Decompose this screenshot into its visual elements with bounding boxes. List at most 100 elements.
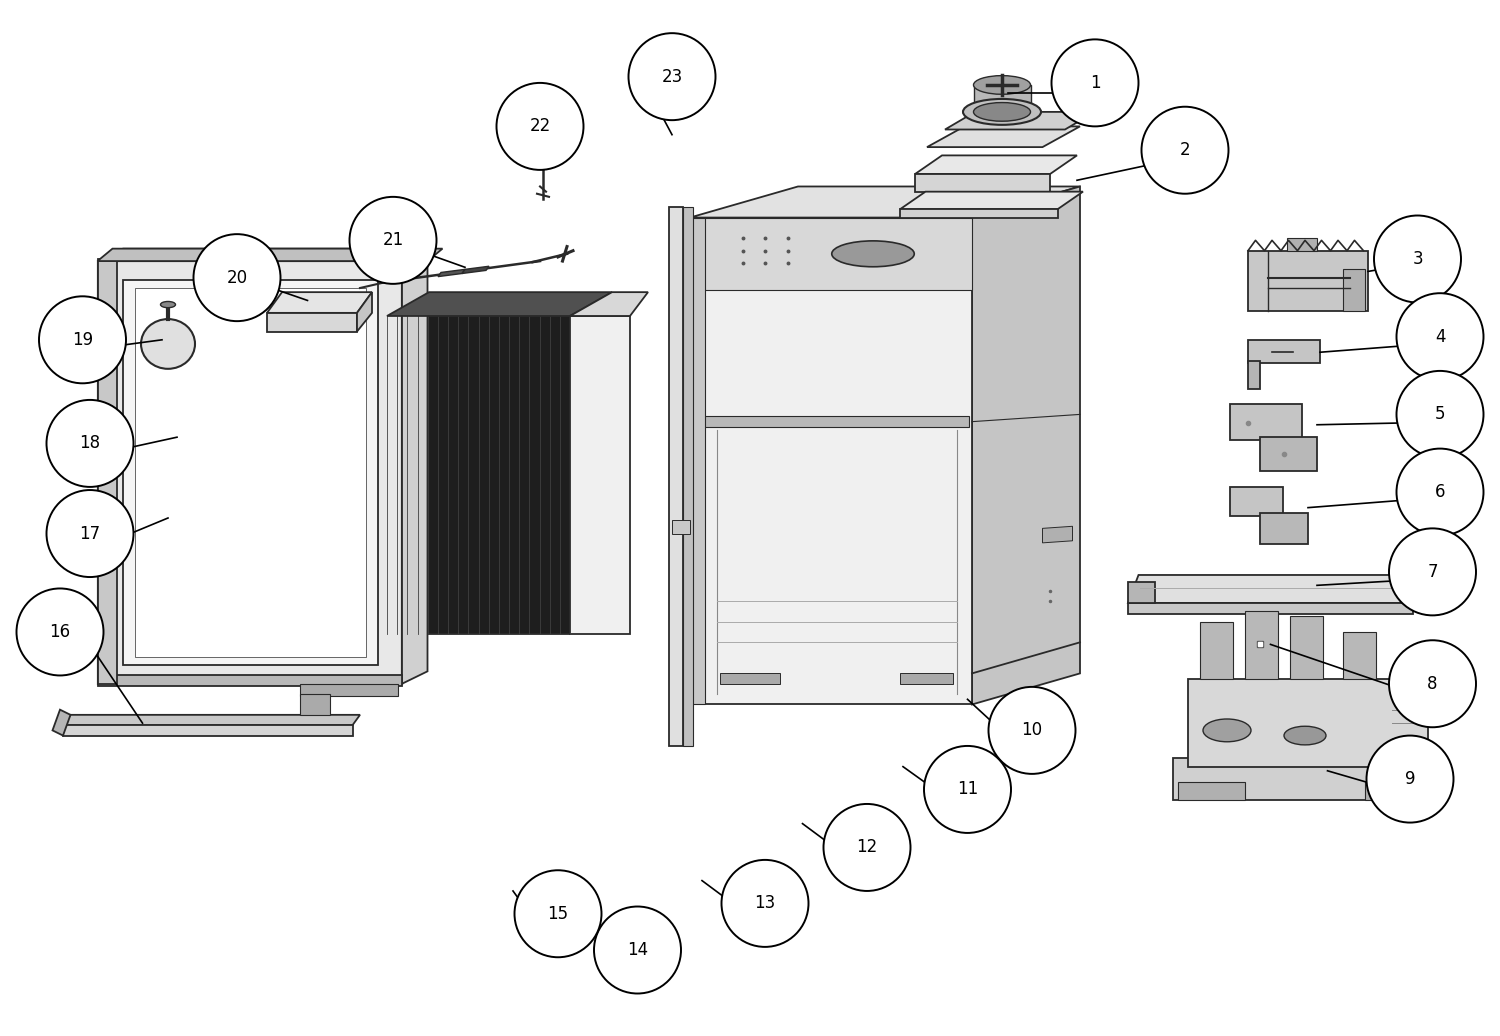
Polygon shape <box>570 292 648 316</box>
Polygon shape <box>267 313 357 332</box>
Polygon shape <box>1287 238 1317 251</box>
Ellipse shape <box>1142 107 1228 194</box>
Polygon shape <box>570 316 630 634</box>
Polygon shape <box>267 292 372 313</box>
Polygon shape <box>1173 758 1437 800</box>
Text: 16: 16 <box>50 623 70 641</box>
Text: 15: 15 <box>548 904 568 923</box>
Polygon shape <box>98 249 427 261</box>
Polygon shape <box>387 292 612 316</box>
Text: 1: 1 <box>1089 74 1101 92</box>
Polygon shape <box>974 85 1030 114</box>
Ellipse shape <box>194 234 280 321</box>
Polygon shape <box>690 218 705 704</box>
Polygon shape <box>462 266 489 274</box>
Polygon shape <box>915 155 1077 174</box>
Polygon shape <box>300 694 330 715</box>
Polygon shape <box>63 715 360 725</box>
Text: 23: 23 <box>662 67 682 86</box>
Text: 11: 11 <box>957 780 978 799</box>
Text: 12: 12 <box>856 838 877 857</box>
Text: 18: 18 <box>80 434 100 453</box>
Ellipse shape <box>963 98 1041 125</box>
Polygon shape <box>1128 575 1413 603</box>
Polygon shape <box>1290 616 1323 679</box>
Ellipse shape <box>924 746 1011 833</box>
Polygon shape <box>98 261 402 684</box>
Polygon shape <box>900 192 1083 209</box>
Ellipse shape <box>988 687 1076 774</box>
Ellipse shape <box>1366 736 1454 823</box>
Polygon shape <box>63 725 352 736</box>
Polygon shape <box>1042 526 1072 543</box>
Text: 8: 8 <box>1428 674 1437 693</box>
Polygon shape <box>1200 622 1233 679</box>
Ellipse shape <box>628 33 716 120</box>
Polygon shape <box>900 673 952 684</box>
Ellipse shape <box>160 301 176 308</box>
Text: 5: 5 <box>1434 405 1446 424</box>
Polygon shape <box>720 673 780 684</box>
Polygon shape <box>682 207 693 746</box>
Ellipse shape <box>1374 215 1461 303</box>
Polygon shape <box>945 112 1095 130</box>
Ellipse shape <box>1389 528 1476 615</box>
Polygon shape <box>672 520 690 534</box>
Polygon shape <box>1230 487 1282 516</box>
Ellipse shape <box>46 400 134 487</box>
Text: 7: 7 <box>1428 563 1437 581</box>
Polygon shape <box>98 249 442 261</box>
Polygon shape <box>300 684 398 696</box>
Ellipse shape <box>594 906 681 994</box>
Ellipse shape <box>1396 293 1484 380</box>
Text: 19: 19 <box>72 330 93 349</box>
Ellipse shape <box>39 296 126 383</box>
Polygon shape <box>357 292 372 332</box>
Polygon shape <box>972 186 1080 704</box>
Text: 20: 20 <box>226 268 248 287</box>
Polygon shape <box>1342 632 1376 679</box>
Polygon shape <box>1365 782 1432 800</box>
Polygon shape <box>1178 782 1245 800</box>
Polygon shape <box>98 259 117 684</box>
Text: 10: 10 <box>1022 721 1042 740</box>
Polygon shape <box>669 207 682 746</box>
Ellipse shape <box>722 860 809 947</box>
Polygon shape <box>53 710 70 736</box>
Polygon shape <box>1260 437 1317 471</box>
Polygon shape <box>387 316 570 634</box>
Ellipse shape <box>496 83 584 170</box>
Polygon shape <box>915 174 1050 192</box>
Polygon shape <box>927 126 1080 147</box>
Text: 2: 2 <box>1179 141 1191 160</box>
Ellipse shape <box>1396 371 1484 458</box>
Ellipse shape <box>514 870 602 957</box>
Ellipse shape <box>16 588 104 675</box>
Polygon shape <box>690 186 1080 218</box>
Polygon shape <box>1245 611 1278 679</box>
Polygon shape <box>1260 513 1308 544</box>
Text: 13: 13 <box>754 894 776 913</box>
Polygon shape <box>693 416 969 427</box>
Polygon shape <box>1128 582 1155 603</box>
Ellipse shape <box>824 804 910 891</box>
Ellipse shape <box>141 319 195 369</box>
Ellipse shape <box>1396 449 1484 536</box>
Polygon shape <box>135 288 366 657</box>
Ellipse shape <box>1284 726 1326 745</box>
Ellipse shape <box>1389 640 1476 727</box>
Polygon shape <box>123 280 378 665</box>
Text: 4: 4 <box>1434 327 1446 346</box>
Polygon shape <box>98 675 402 686</box>
Polygon shape <box>402 249 427 684</box>
Polygon shape <box>690 218 972 704</box>
Text: 21: 21 <box>382 231 404 250</box>
Ellipse shape <box>46 490 134 577</box>
Polygon shape <box>1342 269 1365 311</box>
Text: 22: 22 <box>530 117 550 136</box>
Polygon shape <box>690 218 972 290</box>
Polygon shape <box>1188 679 1428 767</box>
Ellipse shape <box>1052 39 1138 126</box>
Ellipse shape <box>1203 719 1251 742</box>
Polygon shape <box>1128 603 1413 614</box>
